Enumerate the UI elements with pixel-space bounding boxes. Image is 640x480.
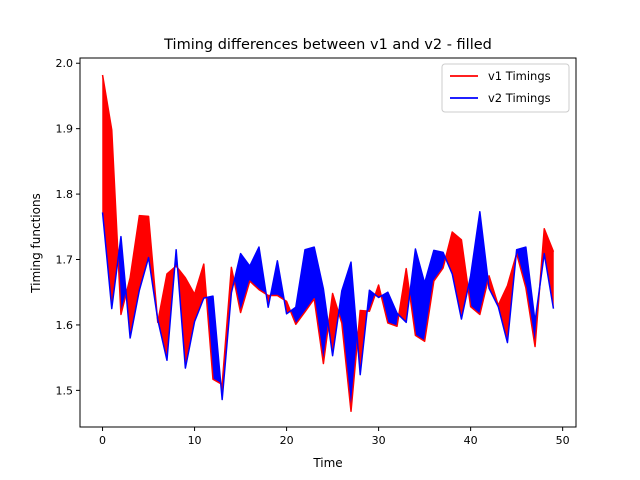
y-axis-label: Timing functions (29, 193, 43, 294)
x-tick-label: 30 (372, 434, 386, 447)
fill-region-34-0 (415, 248, 425, 342)
x-tick-label: 0 (99, 434, 106, 447)
x-axis-label: Time (312, 456, 342, 470)
fill-region-3-0 (129, 215, 140, 339)
y-tick-label: 1.8 (56, 188, 74, 201)
x-tick-label: 40 (464, 434, 478, 447)
x-tick-label: 20 (280, 434, 294, 447)
chart-title: Timing differences between v1 and v2 - f… (163, 37, 492, 53)
y-tick-label: 1.7 (56, 254, 74, 267)
fill-region-22-0 (304, 246, 315, 313)
legend-label-v1: v1 Timings (488, 69, 551, 83)
x-tick-label: 10 (188, 434, 202, 447)
fill-regions (102, 74, 554, 412)
y-tick-label: 1.5 (56, 384, 74, 397)
plot-area (101, 74, 555, 413)
fill-region-4-0 (139, 215, 149, 291)
legend: v1 Timings v2 Timings (441, 63, 570, 113)
y-tick-label: 1.9 (56, 123, 74, 136)
y-tick-label: 1.6 (56, 319, 74, 332)
x-tick-label: 50 (556, 434, 570, 447)
fill-region-15-0 (240, 252, 251, 313)
fill-region-10-0 (194, 264, 205, 322)
series-line-v1 (101, 74, 555, 413)
y-tick-label: 2.0 (56, 57, 74, 70)
axes-frame (79, 57, 577, 428)
series-lines (101, 74, 555, 413)
fill-region-0-0 (102, 74, 113, 309)
series-line-v2 (101, 211, 555, 401)
legend-label-v2: v2 Timings (488, 91, 551, 105)
x-axis-ticks: 0 10 20 30 40 50 (99, 427, 570, 447)
fill-region-38-0 (451, 231, 462, 320)
y-axis-ticks: 1.5 1.6 1.7 1.8 1.9 2.0 (56, 57, 80, 397)
fill-region-36-0 (433, 249, 444, 283)
